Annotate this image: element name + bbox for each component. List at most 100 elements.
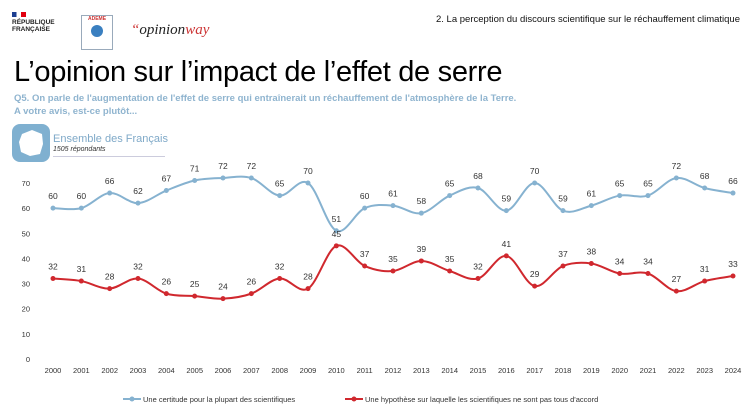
x-tick-label: 2003 bbox=[130, 366, 147, 375]
data-point bbox=[305, 286, 311, 292]
data-point bbox=[192, 293, 198, 299]
data-point bbox=[560, 263, 566, 269]
ademe-logo: ADEME bbox=[81, 15, 113, 50]
data-label: 60 bbox=[77, 191, 87, 201]
france-map-icon bbox=[12, 124, 50, 162]
legend-label: Une hypothèse sur laquelle les scientifi… bbox=[365, 395, 598, 404]
data-point bbox=[135, 276, 141, 282]
line-chart: 0 10 20 30 40 50 60 70 2000 2001 2002 2003 2004 2005 2… bbox=[22, 161, 742, 404]
y-tick-label: 20 bbox=[22, 305, 30, 314]
data-point bbox=[50, 276, 56, 282]
data-label: 65 bbox=[643, 179, 653, 189]
data-label: 72 bbox=[218, 161, 228, 171]
x-tick-label: 2015 bbox=[470, 366, 487, 375]
data-point bbox=[390, 203, 396, 209]
data-point bbox=[390, 268, 396, 274]
data-label: 31 bbox=[700, 264, 710, 274]
data-point bbox=[78, 205, 84, 211]
data-point bbox=[277, 193, 283, 199]
data-label: 70 bbox=[303, 166, 313, 176]
x-tick-label: 2004 bbox=[158, 366, 175, 375]
data-label: 59 bbox=[502, 194, 512, 204]
data-point bbox=[163, 188, 169, 194]
data-point bbox=[78, 278, 84, 284]
data-point bbox=[107, 286, 113, 292]
data-point bbox=[220, 296, 226, 302]
data-point bbox=[362, 263, 368, 269]
data-point bbox=[645, 271, 651, 277]
data-label: 68 bbox=[700, 171, 710, 181]
data-point bbox=[673, 288, 679, 294]
x-tick-label: 2013 bbox=[413, 366, 430, 375]
data-label: 61 bbox=[587, 189, 597, 199]
data-label: 35 bbox=[388, 254, 398, 264]
data-label: 72 bbox=[672, 161, 682, 171]
x-tick-label: 2002 bbox=[101, 366, 118, 375]
data-point bbox=[702, 185, 708, 191]
data-label: 61 bbox=[388, 189, 398, 199]
data-label: 27 bbox=[672, 274, 682, 284]
x-tick-label: 2007 bbox=[243, 366, 260, 375]
x-tick-label: 2020 bbox=[611, 366, 628, 375]
x-tick-label: 2000 bbox=[45, 366, 62, 375]
data-point bbox=[362, 205, 368, 211]
data-point bbox=[135, 200, 141, 206]
x-tick-label: 2024 bbox=[725, 366, 742, 375]
opinionway-logo: “opinionway bbox=[131, 22, 210, 38]
data-label: 70 bbox=[530, 166, 540, 176]
data-point bbox=[50, 205, 56, 211]
data-label: 32 bbox=[133, 262, 143, 272]
data-point bbox=[503, 208, 509, 214]
data-label: 65 bbox=[445, 179, 455, 189]
data-point bbox=[645, 193, 651, 199]
y-tick-label: 50 bbox=[22, 229, 30, 238]
data-point bbox=[248, 175, 254, 181]
data-point bbox=[560, 208, 566, 214]
data-label: 67 bbox=[162, 174, 172, 184]
y-tick-label: 60 bbox=[22, 204, 30, 213]
data-point bbox=[447, 268, 453, 274]
section-title: 2. La perception du discours scientifiqu… bbox=[436, 14, 740, 25]
data-label: 60 bbox=[48, 191, 58, 201]
y-tick-label: 0 bbox=[26, 355, 30, 364]
data-label: 37 bbox=[360, 249, 370, 259]
data-label: 58 bbox=[417, 196, 427, 206]
data-point bbox=[532, 180, 538, 186]
data-label: 71 bbox=[190, 163, 200, 173]
data-label: 34 bbox=[643, 257, 653, 267]
data-label: 29 bbox=[530, 269, 540, 279]
x-tick-label: 2022 bbox=[668, 366, 685, 375]
data-point bbox=[418, 210, 424, 216]
data-label: 65 bbox=[615, 179, 625, 189]
data-label: 28 bbox=[105, 272, 115, 282]
page-title: L’opinion sur l’impact de l’effet de ser… bbox=[14, 56, 503, 88]
data-point bbox=[588, 203, 594, 209]
data-label: 59 bbox=[558, 194, 568, 204]
data-point bbox=[107, 190, 113, 196]
data-label: 38 bbox=[587, 246, 597, 256]
data-point bbox=[475, 185, 481, 191]
y-tick-label: 10 bbox=[22, 330, 30, 339]
data-label: 60 bbox=[360, 191, 370, 201]
x-tick-label: 2018 bbox=[555, 366, 572, 375]
data-point bbox=[333, 243, 339, 249]
question-subtext: A votre avis, est-ce plutôt... bbox=[14, 106, 138, 117]
data-point bbox=[305, 180, 311, 186]
sample-size: 1505 répondants bbox=[53, 146, 106, 153]
data-point bbox=[532, 283, 538, 289]
data-point bbox=[220, 175, 226, 181]
sample-title: Ensemble des Français bbox=[53, 133, 168, 145]
x-tick-label: 2023 bbox=[696, 366, 713, 375]
x-tick-label: 2019 bbox=[583, 366, 600, 375]
data-point bbox=[673, 175, 679, 181]
legend-label: Une certitude pour la plupart des scient… bbox=[143, 395, 295, 404]
legend-marker bbox=[129, 396, 135, 402]
data-label: 33 bbox=[728, 259, 738, 269]
legend-marker bbox=[351, 396, 357, 402]
data-label: 66 bbox=[728, 176, 738, 186]
data-label: 28 bbox=[303, 272, 313, 282]
data-label: 68 bbox=[473, 171, 483, 181]
data-label: 62 bbox=[133, 186, 143, 196]
data-point bbox=[277, 276, 283, 282]
